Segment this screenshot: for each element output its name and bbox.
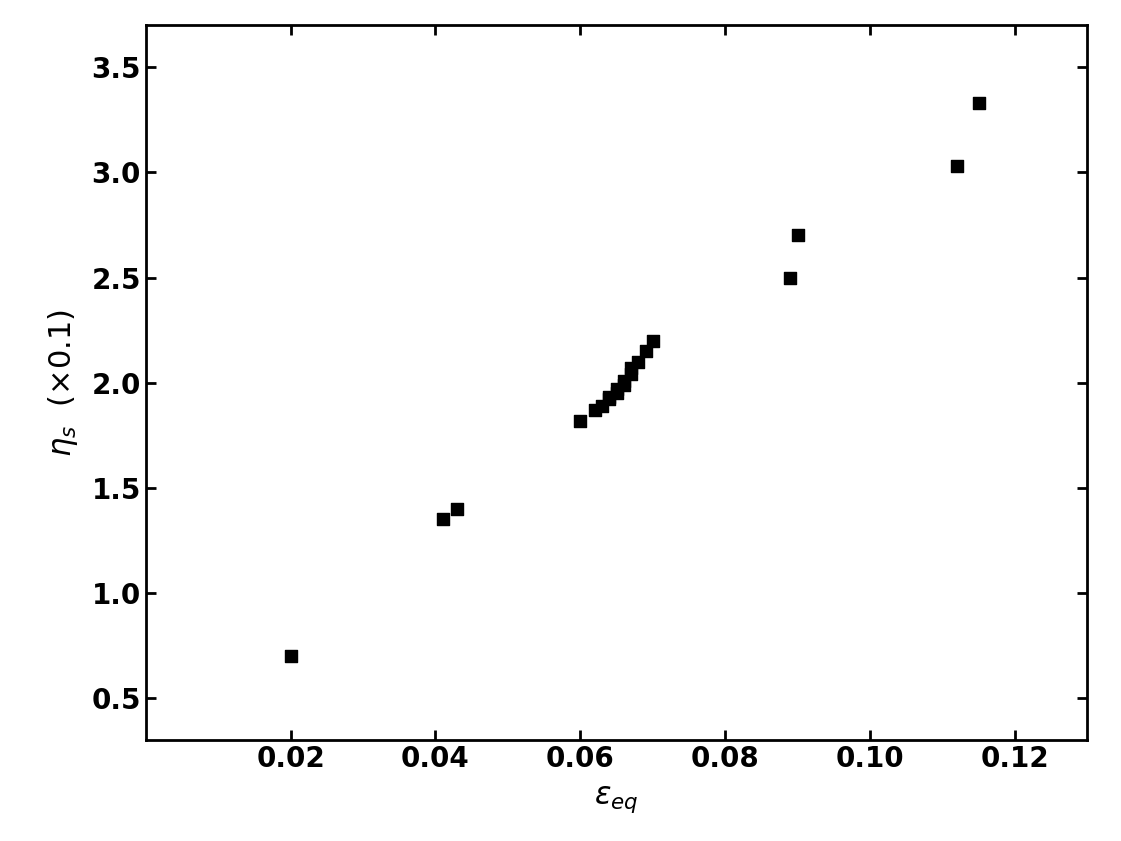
- Point: [629, 355, 647, 368]
- Point: [586, 404, 604, 417]
- Point: [622, 362, 640, 375]
- Point: [593, 399, 611, 413]
- Point: [608, 383, 626, 396]
- Point: [601, 393, 619, 406]
- X-axis label: $\varepsilon_{eq}$: $\varepsilon_{eq}$: [594, 784, 639, 815]
- Point: [572, 414, 590, 427]
- Point: [643, 334, 661, 347]
- Point: [601, 391, 619, 405]
- Point: [281, 649, 299, 663]
- Point: [608, 387, 626, 400]
- Point: [948, 160, 966, 173]
- Point: [622, 368, 640, 381]
- Point: [434, 513, 452, 526]
- Point: [970, 97, 988, 110]
- Point: [637, 345, 655, 358]
- Point: [614, 374, 632, 388]
- Point: [789, 229, 807, 242]
- Point: [448, 502, 466, 516]
- Y-axis label: $\eta_s$  ($\times$0.1): $\eta_s$ ($\times$0.1): [46, 309, 81, 457]
- Point: [614, 378, 632, 392]
- Point: [781, 271, 799, 284]
